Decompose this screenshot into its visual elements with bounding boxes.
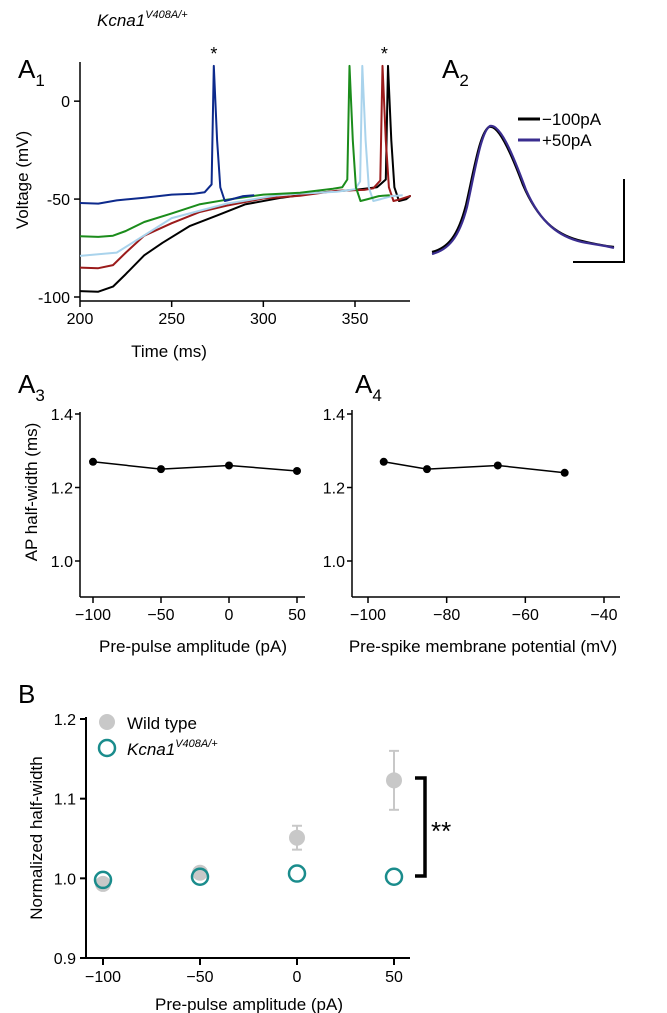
b-x-tick-label: 50: [385, 969, 403, 986]
b-x-axis-label: Pre-pulse amplitude (pA): [155, 995, 343, 1013]
a3-data-point: [89, 457, 97, 466]
a4-line-segment: [426, 464, 498, 470]
a3-x-axis-label: Pre-pulse amplitude (pA): [99, 637, 287, 656]
a3-y-axis-label: AP half-width (ms): [22, 423, 41, 562]
a3-y-tick-label: 1.2: [51, 481, 73, 498]
a3-line-segment: [92, 461, 162, 470]
panel-label-a2: A2: [442, 54, 469, 90]
a1-y-tick-label: -50: [47, 192, 70, 209]
b-kcna1-point: [384, 867, 404, 886]
b-legend-label-wild-type: Wild type: [127, 714, 197, 733]
a1-x-tick-label: 200: [67, 311, 94, 328]
a4-x-tick-label: −80: [433, 607, 460, 624]
b-wild-type-point: [289, 829, 305, 846]
a2-ap-trace-pos50: [431, 124, 615, 256]
b-wild-type-point: [386, 772, 402, 789]
b-significance-stars: **: [431, 816, 451, 846]
a4-data: [379, 457, 569, 477]
a4-data-point: [423, 465, 431, 474]
panel-a1: Kcna1V408A/+ A1 200 250 300 350 0-50-100 * *…: [13, 9, 411, 361]
a1-y-ticks: 0 -50 -100: [38, 94, 80, 307]
b-kcna1-point: [287, 864, 307, 883]
a1-spike-star: *: [381, 44, 388, 64]
b-y-axis-label: Normalized half-width: [27, 756, 46, 919]
a4-x-tick-label: −100: [350, 607, 386, 624]
a3-x-tick-label: −100: [75, 607, 111, 624]
a1-y-axis-label: Voltage (mV): [13, 131, 32, 229]
a1-x-tick-label: 300: [250, 311, 277, 328]
a3-line-segment: [160, 464, 230, 470]
b-y-tick-label: 0.9: [54, 951, 76, 968]
a3-y-ticks: 1.4 1.2 1.0: [51, 407, 80, 571]
a3-data-point: [225, 461, 233, 470]
panel-b: B −100 −50 0 50 1.2 1.1 1.0 0.9 Wild type Kcna…: [18, 679, 451, 1013]
a3-y-tick-label: 1.4: [51, 407, 73, 424]
a1-traces: [79, 64, 411, 293]
b-significance-bracket: [415, 776, 427, 878]
a4-y-tick-label: 1.2: [323, 481, 345, 498]
panel-a3: A3 −100 −50 0 50 1.4 1.2 1.0 Pre-pulse amplit…: [18, 369, 306, 656]
a1-spike-star: *: [210, 44, 217, 64]
b-x-tick-label: −100: [85, 969, 121, 986]
a4-x-axis-label: Pre-spike membrane potential (mV): [349, 637, 617, 656]
a4-data-point: [493, 461, 502, 470]
b-x-tick-label: −50: [186, 969, 213, 986]
genotype-label: Kcna1V408A/+: [97, 9, 188, 30]
b-y-tick-label: 1.1: [54, 792, 76, 809]
a1-x-ticks: 200 250 300 350: [67, 301, 369, 328]
a1-trace-4: [79, 64, 255, 205]
a4-line-segment: [497, 464, 565, 474]
a3-line-segment: [228, 464, 298, 472]
b-legend-label-kcna1: Kcna1V408A/+: [127, 738, 218, 759]
a4-data-point: [379, 457, 388, 466]
a1-trace-3: [79, 64, 390, 238]
a4-y-tick-label: 1.0: [323, 554, 345, 571]
b-kcna1-point: [190, 867, 210, 886]
b-legend-marker-wild-type: [99, 714, 115, 730]
b-x-ticks: −100 −50 0 50: [85, 958, 403, 986]
a1-x-tick-label: 250: [158, 311, 185, 328]
b-y-ticks: 1.2 1.1 1.0 0.9: [54, 712, 86, 968]
panel-a4: A4 −100 −80 −60 −40 1.4 1.2 1.0 Pre-spike mem…: [323, 369, 620, 656]
a1-x-tick-label: 350: [342, 311, 369, 328]
a1-spike-markers: * *: [210, 44, 388, 64]
a3-x-tick-label: 50: [288, 607, 306, 624]
a4-x-ticks: −100 −80 −60 −40: [350, 597, 618, 624]
b-data: [93, 749, 404, 892]
a3-y-tick-label: 1.0: [51, 554, 73, 571]
a3-data: [89, 457, 301, 475]
a3-x-tick-label: 0: [225, 607, 234, 624]
a4-y-tick-label: 1.4: [323, 407, 345, 424]
b-kcna1-point: [93, 870, 113, 890]
a2-legend-label-neg100: −100pA: [542, 110, 602, 129]
a4-x-tick-label: −40: [590, 607, 617, 624]
panel-label-a1: A1: [18, 54, 45, 90]
a4-x-tick-label: −60: [512, 607, 539, 624]
a2-scale-bar: [573, 179, 625, 263]
a3-data-point: [293, 466, 301, 475]
a4-line-segment: [383, 461, 428, 470]
b-y-tick-label: 1.2: [54, 712, 76, 729]
a4-y-ticks: 1.4 1.2 1.0: [323, 407, 352, 571]
a4-data-point: [560, 468, 569, 477]
a3-x-tick-label: −50: [147, 607, 174, 624]
a1-x-axis-label: Time (ms): [131, 342, 207, 361]
b-legend-marker-kcna1: [97, 738, 117, 758]
a2-legend-label-pos50: +50pA: [542, 131, 592, 150]
a1-y-tick-label: -100: [38, 290, 70, 307]
a1-trace-2: [79, 64, 403, 257]
a3-data-point: [157, 465, 165, 474]
panel-label-a4: A4: [355, 369, 382, 405]
b-y-tick-label: 1.0: [54, 871, 76, 888]
b-x-tick-label: 0: [293, 969, 302, 986]
panel-a2: A2 −100pA +50pA: [431, 54, 625, 263]
panel-label-a3: A3: [18, 369, 45, 405]
a3-x-ticks: −100 −50 0 50: [75, 597, 306, 624]
a1-y-tick-label: 0: [61, 94, 70, 111]
panel-label-b: B: [18, 679, 35, 709]
